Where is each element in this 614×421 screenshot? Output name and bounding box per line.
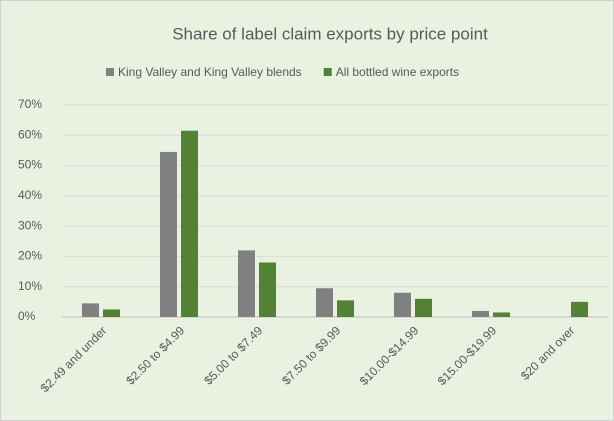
legend-swatch	[323, 68, 332, 76]
legend-swatch	[106, 68, 114, 76]
bar	[103, 309, 120, 317]
y-tick-label: 10%	[18, 279, 42, 293]
y-tick-label: 70%	[18, 97, 42, 111]
y-tick-label: 50%	[18, 158, 42, 172]
bar	[259, 262, 276, 317]
bar	[337, 300, 354, 317]
y-tick-label: 60%	[18, 127, 42, 141]
bar	[181, 130, 198, 317]
bar	[238, 250, 255, 317]
chart-title: Share of label claim exports by price po…	[172, 24, 488, 43]
y-tick-label: 20%	[18, 249, 42, 263]
bar	[160, 151, 177, 317]
bar	[493, 312, 510, 317]
y-tick-label: 0%	[18, 309, 36, 323]
bar	[316, 288, 333, 317]
y-tick-label: 30%	[18, 218, 42, 232]
bar	[571, 301, 588, 317]
bar	[82, 303, 99, 317]
legend-label: All bottled wine exports	[336, 65, 459, 79]
bar	[472, 310, 489, 317]
y-tick-label: 40%	[18, 188, 42, 202]
bar	[394, 292, 411, 317]
legend-label: King Valley and King Valley blends	[118, 65, 302, 79]
bar	[415, 298, 432, 317]
